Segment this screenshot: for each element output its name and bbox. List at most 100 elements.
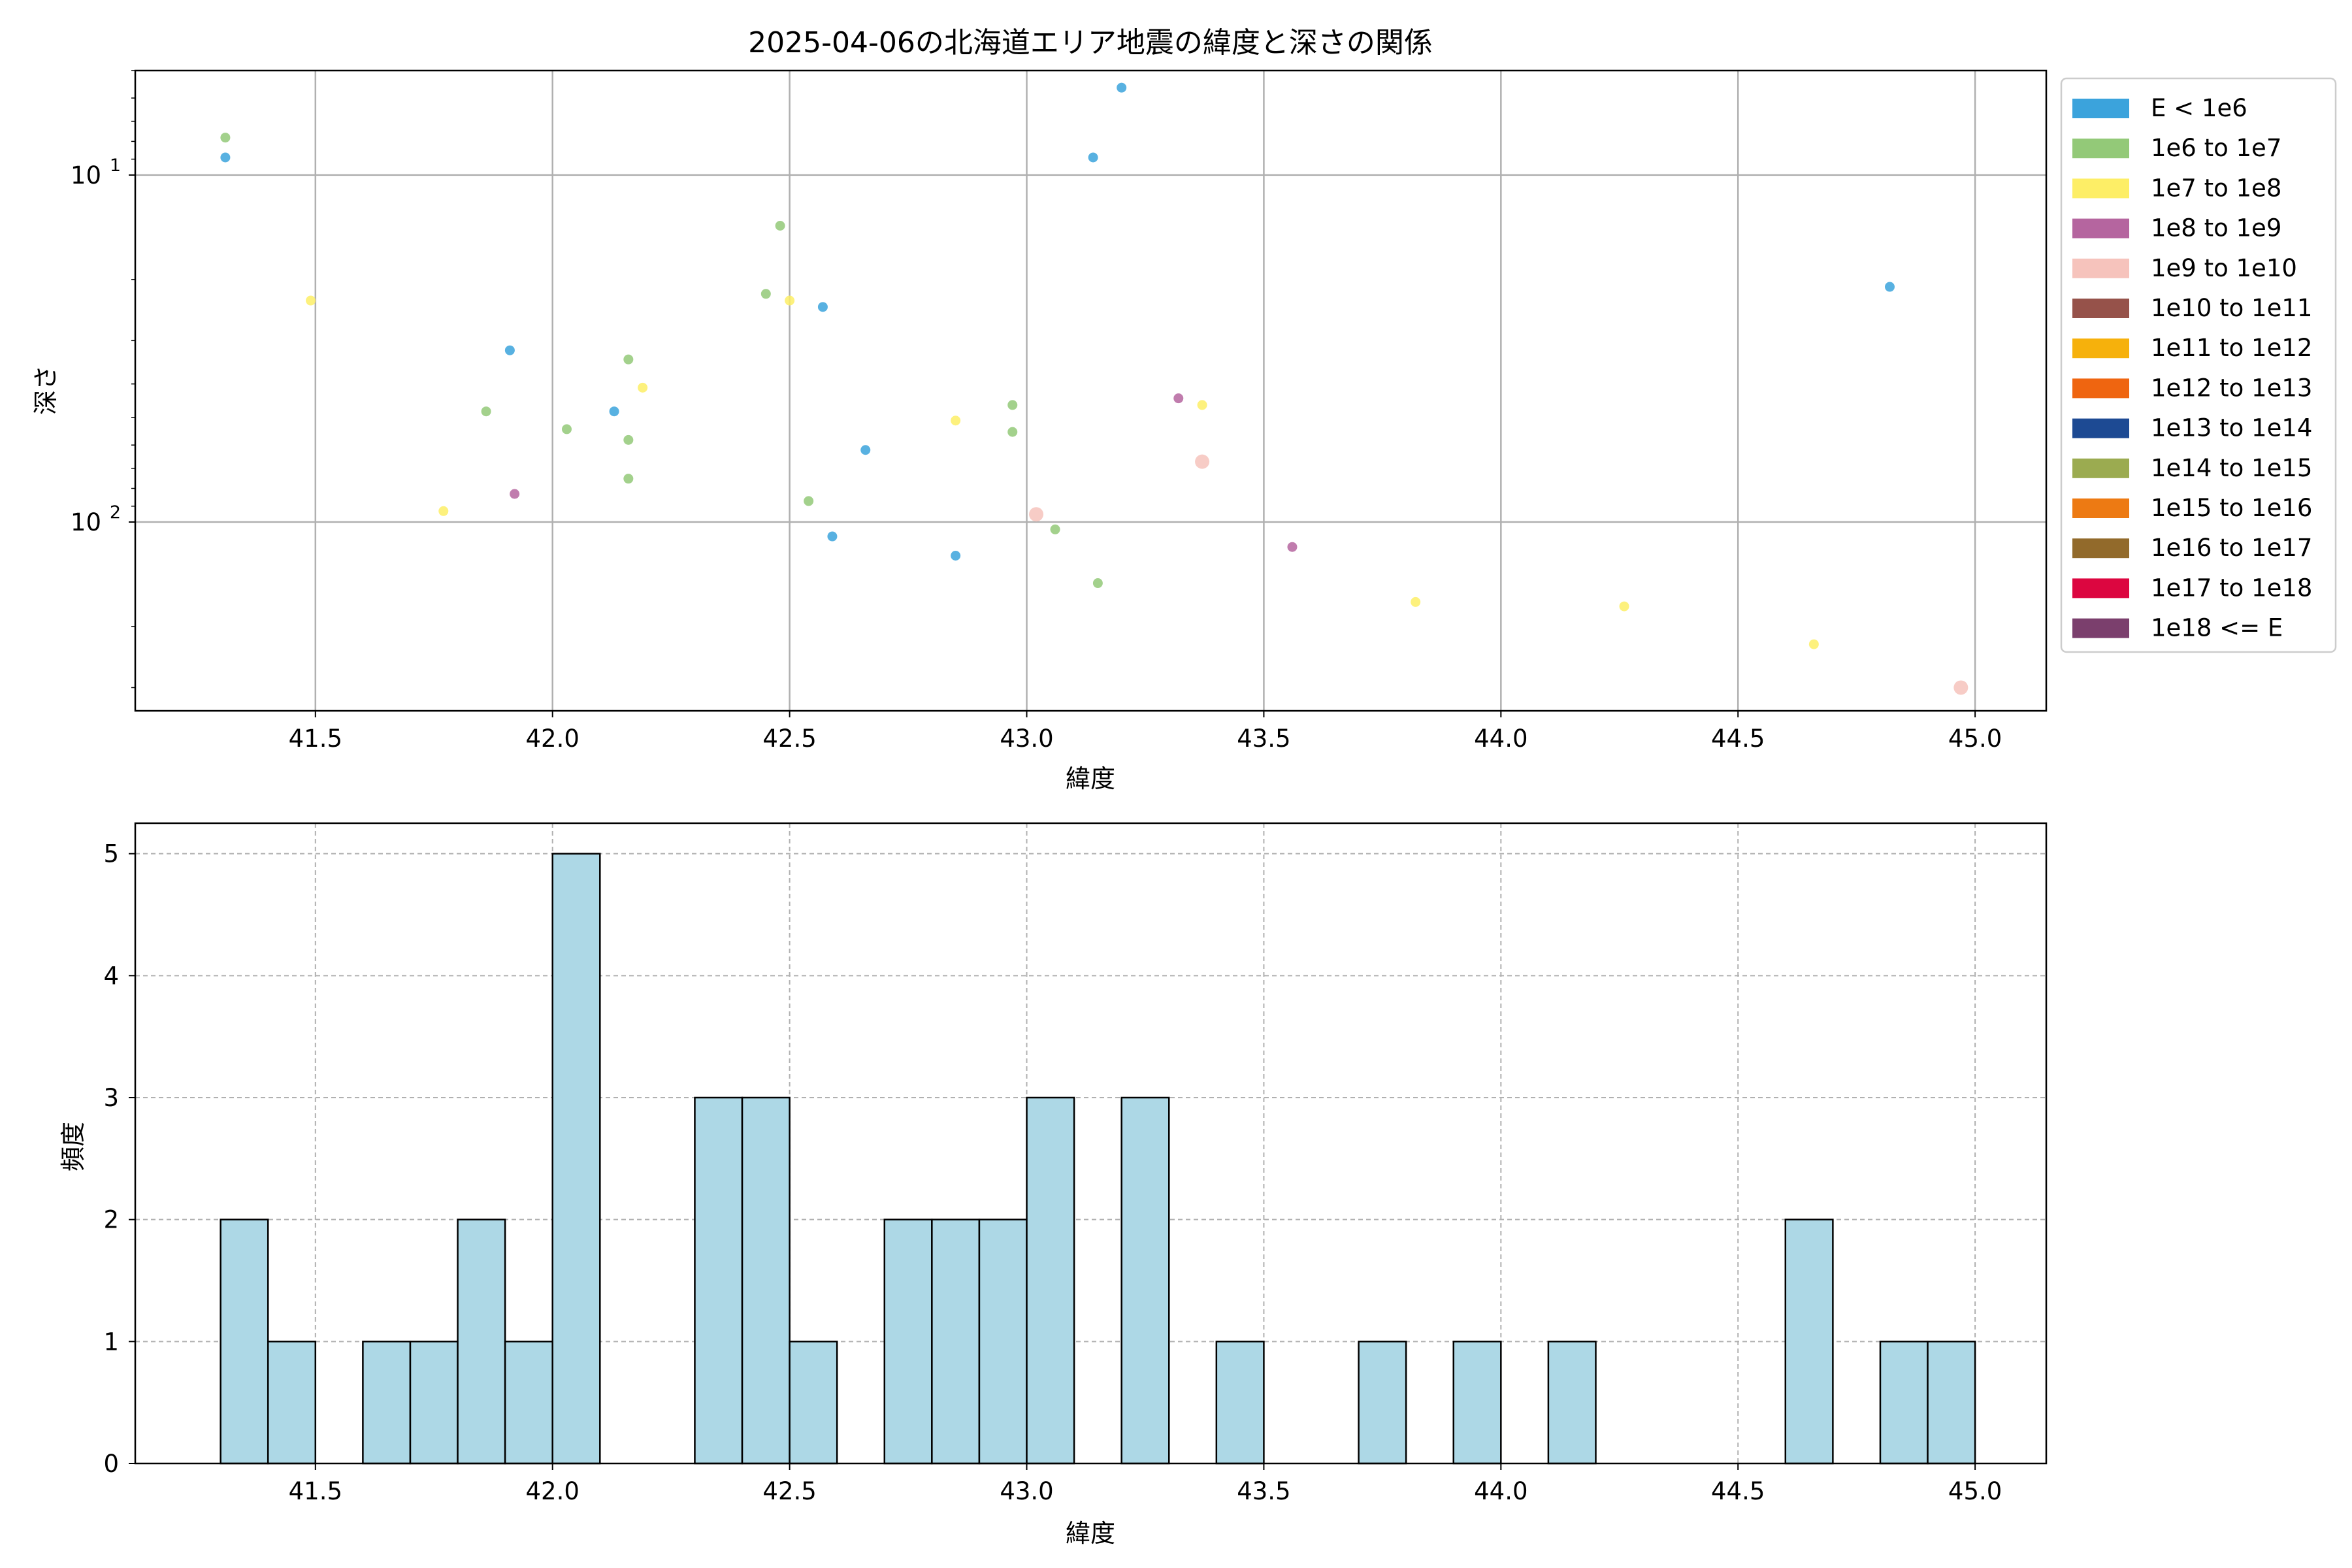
- scatter-point: [561, 424, 572, 434]
- scatter-point: [1092, 578, 1103, 589]
- histogram-bar: [1358, 1341, 1407, 1465]
- scatter-point: [1007, 400, 1018, 410]
- scatter-y-tick-label: 10: [71, 161, 101, 189]
- scatter-point: [1088, 152, 1098, 163]
- legend: E < 1e6 1e6 to 1e7 1e7 to 1e8 1e8 to 1e9 1e9…: [2060, 77, 2337, 653]
- histogram-bar: [931, 1218, 981, 1465]
- scatter-point: [1953, 680, 1968, 695]
- scatter-point: [760, 289, 771, 299]
- histogram-x-tick-label: 44.5: [1711, 1477, 1765, 1505]
- legend-swatch: [2072, 418, 2129, 438]
- legend-label: 1e13 to 1e14: [2151, 414, 2312, 442]
- histogram-bar: [694, 1096, 743, 1465]
- scatter-point: [1117, 82, 1127, 93]
- histogram-x-tick-label: 44.0: [1474, 1477, 1527, 1505]
- scatter-point: [1195, 454, 1210, 469]
- histogram-bar: [883, 1218, 933, 1465]
- histogram-y-tick-label: 1: [103, 1328, 119, 1356]
- scatter-y-tick-exponent: 1: [110, 155, 121, 176]
- legend-swatch: [2072, 578, 2129, 598]
- legend-label: E < 1e6: [2151, 94, 2247, 122]
- legend-swatch: [2072, 178, 2129, 199]
- histogram-x-tick-label: 45.0: [1948, 1477, 2002, 1505]
- scatter-point: [220, 133, 231, 143]
- scatter-grid: [135, 71, 2046, 711]
- scatter-point: [510, 489, 520, 499]
- scatter-point: [1619, 601, 1629, 612]
- histogram-bar: [551, 853, 601, 1465]
- scatter-point: [951, 550, 961, 561]
- histogram-bar: [1879, 1341, 1929, 1465]
- legend-label: 1e17 to 1e18: [2151, 574, 2312, 602]
- histogram-chart: 41.5 42.0 42.5 43.0 43.5 44.0 44.5 45.0 0 1 2 3 4 5 緯…: [59, 822, 2048, 1548]
- histogram-bar: [1026, 1096, 1075, 1465]
- histogram-y-tick-label: 0: [103, 1450, 119, 1478]
- legend-swatch: [2072, 458, 2129, 478]
- scatter-point: [623, 474, 634, 484]
- scatter-point: [775, 221, 785, 231]
- legend-swatch: [2072, 498, 2129, 518]
- scatter-point: [1029, 507, 1044, 522]
- legend-swatch: [2072, 139, 2129, 159]
- legend-swatch: [2072, 538, 2129, 559]
- histogram-y-tick-label: 3: [103, 1084, 119, 1112]
- histogram-bar: [1784, 1218, 1834, 1465]
- scatter-point: [1173, 393, 1184, 404]
- legend-label: 1e16 to 1e17: [2151, 534, 2312, 562]
- scatter-point: [1411, 596, 1421, 607]
- scatter-point: [638, 382, 648, 393]
- histogram-y-tick-label: 2: [103, 1206, 119, 1234]
- scatter-point: [804, 496, 814, 506]
- histogram-ticks: 41.5 42.0 42.5 43.0 43.5 44.0 44.5 45.0 0 1 2 3 4 5: [103, 840, 2002, 1505]
- histogram-bar: [267, 1341, 317, 1465]
- scatter-point: [623, 354, 634, 365]
- scatter-ticks: 41.5 42.0 42.5 43.0 43.5 44.0 44.5 45.0 10 1 10 2: [71, 70, 2002, 753]
- scatter-point: [623, 434, 634, 445]
- histogram-bar: [1927, 1341, 1976, 1465]
- legend-frame: [2060, 77, 2337, 653]
- scatter-point: [827, 531, 838, 542]
- legend-items: E < 1e6 1e6 to 1e7 1e7 to 1e8 1e8 to 1e9 1e9…: [2072, 94, 2312, 642]
- scatter-x-tick-label: 44.5: [1711, 725, 1765, 753]
- scatter-x-tick-label: 43.0: [1000, 725, 1053, 753]
- legend-swatch: [2072, 378, 2129, 399]
- histogram-bar: [457, 1218, 506, 1465]
- histogram-y-axis-label: 頻度: [59, 1122, 88, 1171]
- scatter-chart: 2025-04-06の北海道エリア地震の緯度と深さの関係 41.5 42.0 42.…: [31, 26, 2337, 793]
- histogram-x-axis-label: 緯度: [1066, 1519, 1115, 1548]
- histogram-bar: [504, 1341, 553, 1465]
- scatter-point: [951, 416, 961, 426]
- scatter-point: [504, 345, 515, 355]
- scatter-plot-frame: [134, 69, 2048, 712]
- scatter-point: [1007, 427, 1018, 437]
- scatter-point: [1197, 400, 1207, 410]
- histogram-bars: [220, 853, 1976, 1465]
- scatter-x-tick-label: 44.0: [1474, 725, 1527, 753]
- legend-label: 1e7 to 1e8: [2151, 174, 2281, 202]
- scatter-point: [785, 295, 795, 306]
- histogram-plot-frame: [134, 822, 2048, 1465]
- scatter-x-tick-label: 43.5: [1237, 725, 1290, 753]
- scatter-point: [860, 445, 871, 455]
- legend-swatch: [2072, 99, 2129, 118]
- histogram-x-tick-label: 41.5: [289, 1477, 342, 1505]
- legend-label: 1e15 to 1e16: [2151, 494, 2312, 522]
- legend-swatch: [2072, 618, 2129, 638]
- histogram-bar: [741, 1096, 791, 1465]
- legend-label: 1e6 to 1e7: [2151, 134, 2281, 162]
- histogram-x-tick-label: 42.5: [762, 1477, 816, 1505]
- scatter-point: [306, 295, 316, 306]
- legend-label: 1e8 to 1e9: [2151, 214, 2281, 242]
- histogram-bar: [362, 1341, 412, 1465]
- histogram-bar: [1547, 1341, 1597, 1465]
- legend-label: 1e10 to 1e11: [2151, 294, 2312, 322]
- legend-label: 1e12 to 1e13: [2151, 374, 2312, 402]
- scatter-point: [220, 152, 231, 163]
- scatter-point: [438, 506, 449, 516]
- scatter-x-tick-label: 45.0: [1948, 725, 2002, 753]
- scatter-point: [1884, 282, 1895, 292]
- scatter-point: [609, 406, 619, 417]
- histogram-x-tick-label: 43.5: [1237, 1477, 1290, 1505]
- histogram-y-tick-label: 5: [103, 840, 119, 868]
- legend-label: 1e18 <= E: [2151, 614, 2283, 642]
